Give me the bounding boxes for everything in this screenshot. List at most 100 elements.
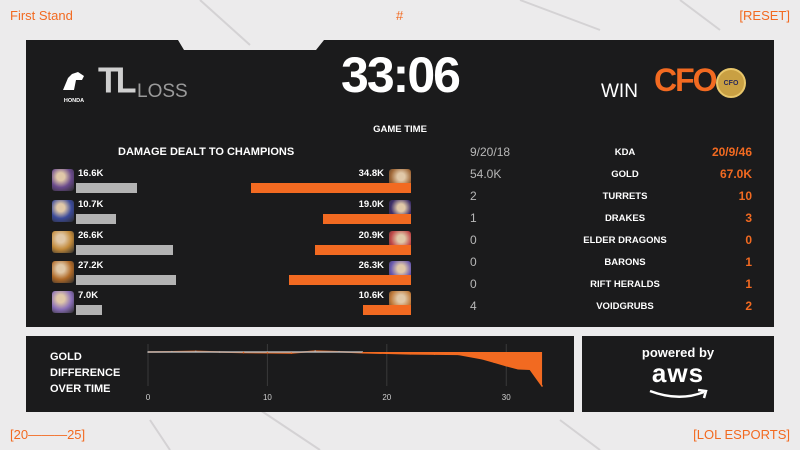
gold-diff-point xyxy=(242,351,245,354)
horse-icon xyxy=(63,72,84,90)
left-damage-bar xyxy=(76,214,116,224)
right-damage-bar xyxy=(363,305,411,315)
left-damage-value: 10.7K xyxy=(78,199,104,210)
right-damage-bar xyxy=(251,183,411,193)
right-damage-bar xyxy=(289,275,411,285)
left-damage-bar xyxy=(76,305,102,315)
gold-chart-tick-label: 0 xyxy=(146,393,151,402)
game-time: 33:06 xyxy=(341,47,461,103)
right-damage-bar xyxy=(315,245,411,255)
gold-chart-tick-label: 10 xyxy=(263,393,272,402)
right-damage-bar xyxy=(323,214,411,224)
gold-graph-label-line3: OVER TIME xyxy=(50,383,111,395)
right-team-result: WIN xyxy=(601,81,638,102)
stat-right-value: 2 xyxy=(745,299,752,313)
damage-title: DAMAGE DEALT TO CHAMPIONS xyxy=(118,146,295,158)
gold-diff-point xyxy=(386,352,388,355)
right-damage-value: 19.0K xyxy=(358,199,384,210)
gold-difference-chart: 0 10 20 30 xyxy=(146,344,543,402)
gold-diff-point xyxy=(529,368,531,371)
gold-graph-label-line1: GOLD xyxy=(50,351,82,363)
stat-right-value: 20/9/46 xyxy=(711,145,752,159)
gold-diff-point xyxy=(314,350,316,352)
stat-label: DRAKES xyxy=(604,213,646,224)
stat-label: RIFT HERALDS xyxy=(590,279,660,290)
gold-diff-point xyxy=(338,350,340,353)
stat-left-value: 1 xyxy=(470,211,477,225)
gold-chart-tick-label: 30 xyxy=(502,393,511,402)
gold-diff-point xyxy=(266,351,269,354)
gold-diff-point xyxy=(290,352,293,354)
honda-sponsor: HONDA xyxy=(63,98,85,104)
gold-diff-point xyxy=(218,351,221,353)
right-team-tag: CFO xyxy=(654,62,718,98)
aws-smile-icon xyxy=(649,388,708,399)
gold-diff-area xyxy=(148,351,543,386)
left-damage-bar xyxy=(76,275,176,285)
cfo-logo-text: CFO xyxy=(723,79,739,87)
right-damage-value: 34.8K xyxy=(358,168,384,179)
gold-graph-label-line2: DIFFERENCE xyxy=(50,367,121,379)
stat-left-value: 0 xyxy=(470,277,477,291)
stat-label: BARONS xyxy=(604,257,646,268)
gold-graph-label: GOLD DIFFERENCE OVER TIME xyxy=(50,349,120,397)
stat-right-value: 0 xyxy=(745,233,752,247)
left-damage-bar xyxy=(76,183,137,193)
left-champion-portrait-3 xyxy=(52,231,74,253)
gold-diff-point xyxy=(457,353,460,356)
gold-diff-point xyxy=(409,353,412,355)
sponsor-panel xyxy=(582,336,774,412)
right-damage-value: 20.9K xyxy=(358,230,384,241)
left-damage-value: 26.6K xyxy=(78,230,104,241)
left-champion-portrait-5 xyxy=(52,291,74,313)
powered-by-text: powered by xyxy=(641,345,715,360)
left-damage-value: 16.6K xyxy=(78,168,104,179)
gold-diff-point xyxy=(481,358,484,360)
gold-chart-tick-label: 20 xyxy=(382,393,391,402)
gold-diff-point xyxy=(362,351,364,354)
stat-left-value: 2 xyxy=(470,189,477,203)
year-range: [20———25] xyxy=(10,427,86,442)
stat-label: VOIDGRUBS xyxy=(596,301,654,312)
gold-diff-point xyxy=(433,353,436,355)
stat-right-value: 10 xyxy=(738,189,752,203)
gold-diff-point xyxy=(541,385,543,387)
stat-label: GOLD xyxy=(611,169,639,180)
gold-diff-point xyxy=(505,364,508,367)
stat-label: KDA xyxy=(614,147,636,158)
stat-right-value: 1 xyxy=(745,277,752,291)
stat-left-value: 0 xyxy=(470,255,477,269)
left-damage-value: 27.2K xyxy=(78,260,104,271)
stat-left-value: 4 xyxy=(470,299,477,313)
gold-diff-point xyxy=(194,350,197,353)
right-damage-value: 10.6K xyxy=(358,290,384,301)
gold-diff-point xyxy=(493,361,496,363)
left-champion-portrait-4 xyxy=(52,261,74,283)
left-champion-portrait-1 xyxy=(52,169,74,191)
stat-right-value: 3 xyxy=(745,211,752,225)
left-team-tag: TL xyxy=(98,61,137,101)
stat-left-value: 54.0K xyxy=(470,167,502,181)
stat-label: TURRETS xyxy=(602,191,648,202)
left-damage-bar xyxy=(76,245,173,255)
gold-diff-point xyxy=(171,350,173,353)
gold-diff-point xyxy=(517,367,519,370)
tl-logo: HONDA xyxy=(60,70,88,104)
stat-left-value: 0 xyxy=(470,233,477,247)
stat-left-value: 9/20/18 xyxy=(470,145,511,159)
aws-logo-text: aws xyxy=(651,358,705,388)
game-time-label: GAME TIME xyxy=(373,124,427,135)
stat-right-value: 67.0K xyxy=(719,167,752,181)
event-title: First Stand xyxy=(10,8,73,23)
reset-button[interactable]: [RESET] xyxy=(739,8,790,23)
gold-diff-point xyxy=(147,351,149,353)
left-champion-portrait-2 xyxy=(52,200,74,222)
left-damage-value: 7.0K xyxy=(78,290,99,301)
lol-esports-link[interactable]: [LOL ESPORTS] xyxy=(693,427,790,442)
right-damage-value: 26.3K xyxy=(358,260,384,271)
hash-mark: # xyxy=(396,8,404,23)
cfo-logo: CFO xyxy=(716,68,746,98)
left-team-result: LOSS xyxy=(137,81,188,102)
stat-right-value: 1 xyxy=(745,255,752,269)
